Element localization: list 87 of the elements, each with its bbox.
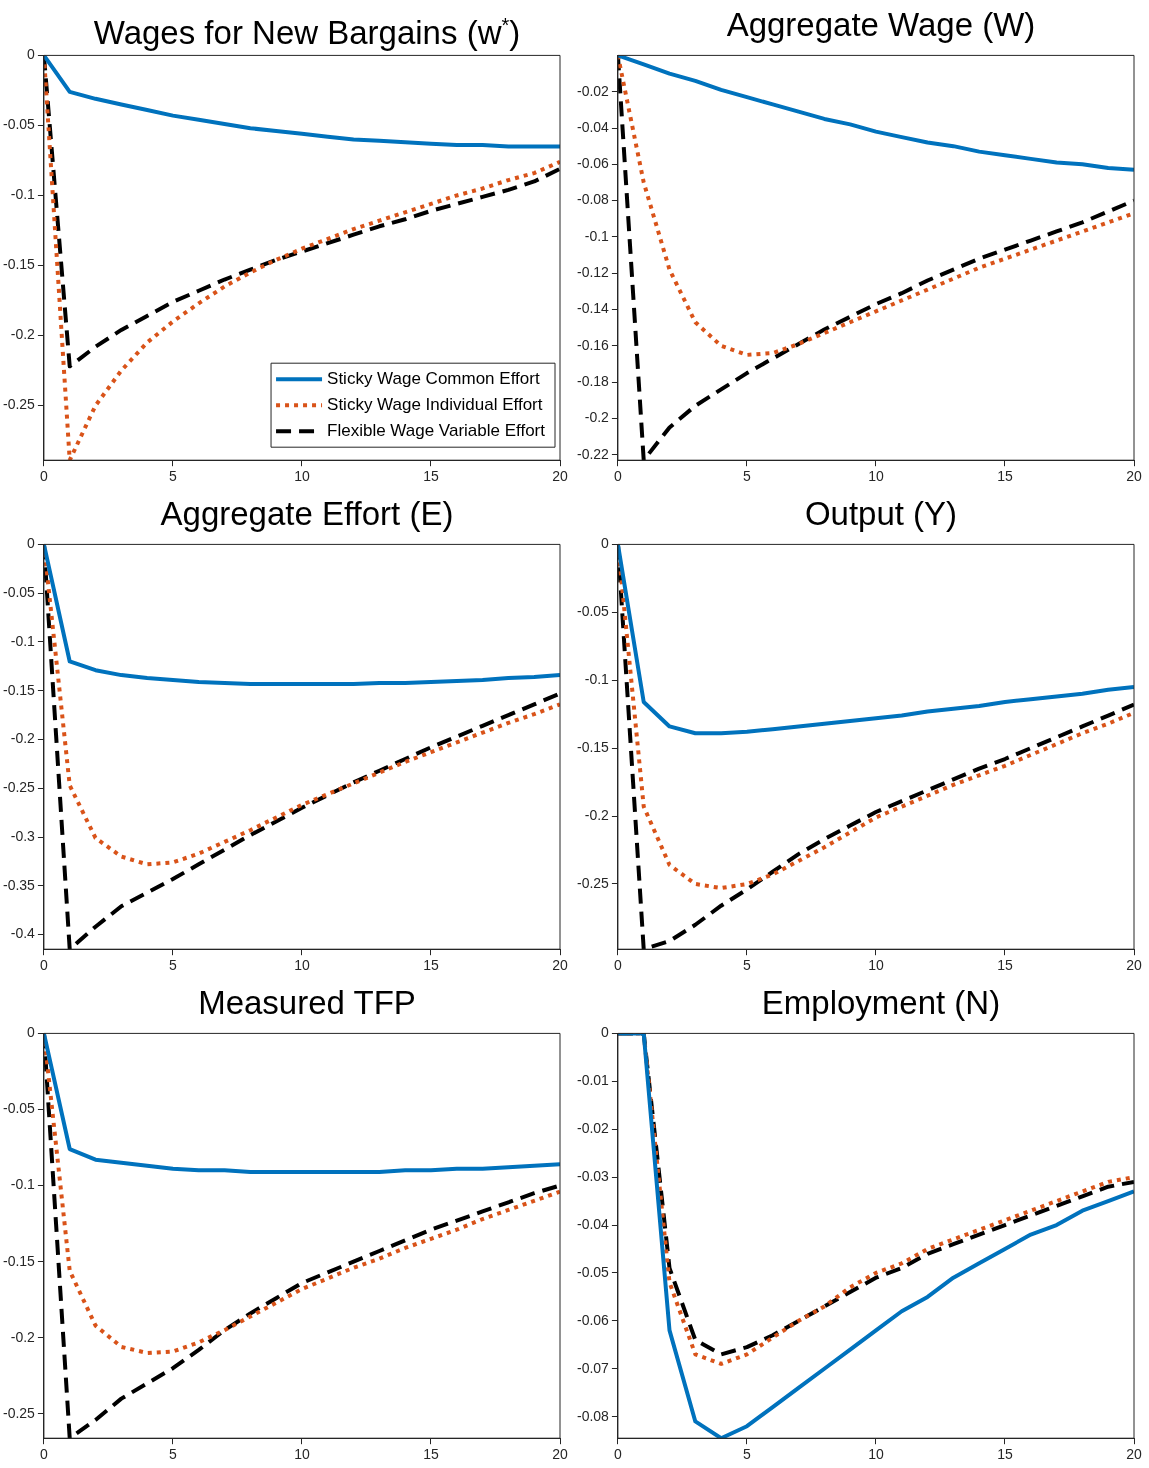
y-tick-label: -0.07 xyxy=(576,1359,610,1376)
y-tick-label: -0.15 xyxy=(2,256,36,273)
y-tick-label: -0.2 xyxy=(10,730,36,747)
y-tick-label: -0.04 xyxy=(576,118,610,135)
y-tick-label: 0 xyxy=(27,1024,36,1041)
y-tick-label: -0.05 xyxy=(2,584,36,601)
y-tick-label: -0.1 xyxy=(10,1176,36,1193)
y-tick-label: -0.06 xyxy=(576,1311,610,1328)
x-tick-label: 5 xyxy=(169,468,178,485)
chart-title: Employment (N) xyxy=(760,983,1002,1022)
y-tick-label: -0.25 xyxy=(576,874,610,891)
x-tick-label: 5 xyxy=(743,1446,752,1463)
x-tick-label: 5 xyxy=(169,957,178,974)
x-tick-label: 20 xyxy=(552,957,568,974)
x-tick-label: 15 xyxy=(997,1446,1013,1463)
y-tick-label: -0.18 xyxy=(576,373,610,389)
x-tick-label: 15 xyxy=(997,957,1013,974)
y-tick-label: 0 xyxy=(27,535,36,552)
x-tick-label: 10 xyxy=(868,1446,884,1463)
y-tick-label: -0.05 xyxy=(576,603,610,620)
x-tick-label: 0 xyxy=(614,468,623,485)
x-tick-label: 10 xyxy=(868,957,884,974)
chart-title: Measured TFP xyxy=(197,983,417,1022)
y-tick-label: -0.16 xyxy=(576,336,610,353)
x-tick-label: 15 xyxy=(997,468,1013,485)
x-tick-label: 15 xyxy=(423,468,439,485)
x-tick-label: 5 xyxy=(743,468,752,485)
x-tick-label: 0 xyxy=(40,468,49,485)
x-tick-label: 10 xyxy=(294,957,310,974)
x-tick-label: 0 xyxy=(40,1446,49,1463)
x-tick-label: 20 xyxy=(1126,1446,1142,1463)
y-tick-label: -0.08 xyxy=(576,1407,610,1424)
x-tick-label: 10 xyxy=(294,1446,310,1463)
y-tick-label: -0.4 xyxy=(10,925,36,942)
legend-label: Flexible Wage Variable Effort xyxy=(327,420,546,440)
y-tick-label: -0.05 xyxy=(2,116,36,133)
y-tick-label: -0.05 xyxy=(2,1100,36,1117)
y-tick-label: -0.2 xyxy=(584,409,610,426)
y-tick-label: -0.03 xyxy=(576,1167,610,1184)
y-tick-label: -0.05 xyxy=(576,1263,610,1280)
y-tick-label: -0.15 xyxy=(2,1252,36,1269)
y-tick-label: -0.08 xyxy=(576,191,610,208)
y-tick-label: 0 xyxy=(27,46,36,63)
x-tick-label: 0 xyxy=(614,1446,623,1463)
y-tick-label: -0.1 xyxy=(584,671,610,688)
legend-label: Sticky Wage Common Effort xyxy=(327,368,540,388)
x-tick-label: 0 xyxy=(614,957,623,974)
y-tick-label: -0.3 xyxy=(10,827,36,844)
x-tick-label: 0 xyxy=(40,957,49,974)
y-tick-label: -0.1 xyxy=(584,227,610,244)
y-tick-label: -0.2 xyxy=(584,806,610,823)
x-tick-label: 20 xyxy=(552,1446,568,1463)
chart-title: Aggregate Wage (W) xyxy=(725,5,1037,44)
x-tick-label: 20 xyxy=(1126,468,1142,485)
y-tick-label: -0.14 xyxy=(576,300,610,317)
y-tick-label: -0.1 xyxy=(10,632,36,649)
x-tick-label: 20 xyxy=(552,468,568,485)
x-tick-label: 10 xyxy=(868,468,884,485)
y-tick-label: -0.02 xyxy=(576,1120,610,1137)
y-tick-label: -0.12 xyxy=(576,264,610,281)
y-tick-label: -0.04 xyxy=(576,1215,610,1232)
y-tick-label: -0.22 xyxy=(576,445,610,462)
y-tick-label: -0.2 xyxy=(10,1328,36,1345)
y-tick-label: -0.01 xyxy=(576,1072,610,1089)
y-tick-label: 0 xyxy=(601,1024,610,1041)
x-tick-label: 20 xyxy=(1126,957,1142,974)
x-tick-label: 15 xyxy=(423,1446,439,1463)
y-tick-label: -0.15 xyxy=(576,739,610,756)
y-tick-label: -0.15 xyxy=(2,681,36,698)
chart-title: Output (Y) xyxy=(803,494,959,533)
y-tick-label: 0 xyxy=(601,535,610,552)
y-tick-label: -0.25 xyxy=(2,779,36,796)
y-tick-label: -0.35 xyxy=(2,876,36,893)
y-tick-label: -0.25 xyxy=(2,396,36,413)
chart-title: Wages for New Bargains (w$^{*}$) xyxy=(92,13,522,51)
y-tick-label: -0.2 xyxy=(10,326,36,343)
y-tick-label: -0.02 xyxy=(576,82,610,99)
x-tick-label: 15 xyxy=(423,957,439,974)
y-tick-label: -0.25 xyxy=(2,1404,36,1421)
x-tick-label: 5 xyxy=(169,1446,178,1463)
x-tick-label: 5 xyxy=(743,957,752,974)
y-tick-label: -0.1 xyxy=(10,186,36,203)
legend-label: Sticky Wage Individual Effort xyxy=(327,394,543,414)
chart-title: Aggregate Effort (E) xyxy=(159,494,455,533)
y-tick-label: -0.06 xyxy=(576,155,610,172)
x-tick-label: 10 xyxy=(294,468,310,485)
line-series xyxy=(617,55,1134,357)
